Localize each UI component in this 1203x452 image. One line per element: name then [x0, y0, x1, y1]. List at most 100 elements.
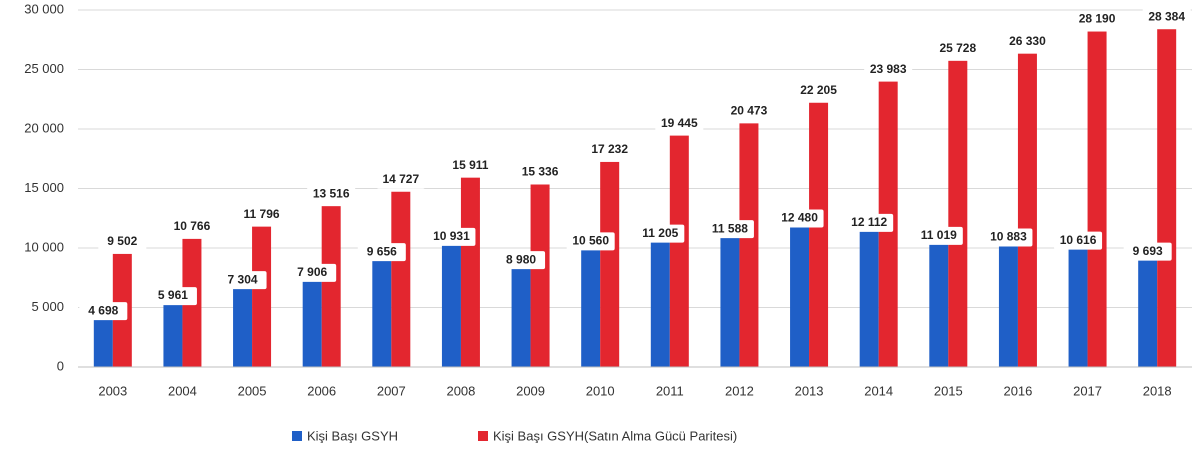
- label-bg: [984, 228, 1033, 247]
- label-bg: [79, 302, 128, 321]
- x-tick-label: 2017: [1073, 383, 1102, 398]
- value-label: 23 983: [870, 62, 907, 76]
- bar: [790, 218, 810, 367]
- label-bg: [775, 209, 824, 228]
- x-tick-label: 2011: [656, 383, 684, 398]
- label-bg: [655, 114, 704, 133]
- label-bg: [376, 170, 425, 189]
- label-bg: [357, 243, 406, 262]
- y-tick-label: 0: [57, 358, 64, 373]
- x-tick-label: 2003: [98, 383, 127, 398]
- x-tick-label: 2008: [446, 383, 475, 398]
- x-tick-label: 2018: [1143, 383, 1172, 398]
- label-bg: [497, 251, 546, 270]
- value-label: 11 588: [712, 221, 748, 235]
- bar: [859, 222, 879, 367]
- label-bg: [148, 287, 197, 306]
- bar: [669, 135, 689, 367]
- legend-swatch: [292, 431, 302, 441]
- value-label: 22 205: [800, 83, 837, 97]
- value-label: 5 961: [158, 288, 188, 302]
- bar: [163, 296, 183, 367]
- value-label: 9 502: [107, 234, 137, 248]
- value-label: 28 384: [1148, 9, 1185, 23]
- bar: [511, 260, 531, 367]
- label-bg: [724, 102, 773, 121]
- label-bg: [98, 232, 147, 251]
- y-tick-label: 30 000: [24, 1, 64, 16]
- y-tick-label: 10 000: [24, 239, 64, 254]
- bar: [233, 280, 253, 367]
- bar: [929, 235, 949, 367]
- bar: [1017, 53, 1037, 367]
- label-bg: [1123, 242, 1172, 261]
- legend-label: Kişi Başı GSYH: [307, 428, 398, 443]
- value-label: 4 698: [88, 303, 118, 317]
- label-bg: [1054, 231, 1103, 250]
- label-bg: [1142, 8, 1191, 27]
- value-label: 13 516: [313, 186, 350, 200]
- label-bg: [864, 60, 913, 79]
- label-bg: [218, 271, 267, 290]
- bar: [252, 226, 272, 367]
- x-tick-label: 2004: [168, 383, 197, 398]
- label-bg: [585, 140, 634, 159]
- label-bg: [446, 156, 495, 175]
- bar: [302, 272, 322, 367]
- label-bg: [307, 185, 356, 204]
- bar: [1068, 240, 1088, 367]
- legend-swatch: [478, 431, 488, 441]
- value-label: 11 019: [921, 228, 957, 242]
- label-bg: [794, 81, 843, 100]
- label-bg: [566, 232, 615, 251]
- x-tick-label: 2007: [377, 383, 406, 398]
- bar: [372, 252, 392, 367]
- label-bg: [237, 205, 286, 224]
- value-label: 28 190: [1079, 12, 1116, 26]
- x-tick-label: 2005: [238, 383, 267, 398]
- bar: [739, 123, 759, 367]
- legend-label: Kişi Başı GSYH(Satın Alma Gücü Paritesi): [493, 428, 737, 443]
- value-label: 7 906: [297, 265, 327, 279]
- bar: [581, 241, 601, 367]
- x-tick-label: 2014: [864, 383, 893, 398]
- x-tick-label: 2012: [725, 383, 754, 398]
- value-label: 7 304: [228, 272, 258, 286]
- value-label: 15 336: [522, 165, 559, 179]
- value-label: 10 616: [1060, 233, 1097, 247]
- label-bg: [705, 220, 754, 239]
- x-tick-label: 2016: [1003, 383, 1032, 398]
- label-bg: [167, 217, 216, 236]
- value-label: 17 232: [591, 142, 628, 156]
- value-label: 20 473: [731, 104, 768, 118]
- bar: [321, 206, 341, 367]
- x-tick-label: 2015: [934, 383, 963, 398]
- label-bg: [933, 39, 982, 58]
- value-label: 26 330: [1009, 34, 1046, 48]
- value-label: 19 445: [661, 116, 698, 130]
- bar: [391, 191, 411, 367]
- label-bg: [427, 227, 476, 246]
- value-label: 12 480: [781, 211, 818, 225]
- label-bg: [845, 213, 894, 232]
- bar: [441, 236, 461, 367]
- value-label: 25 728: [939, 41, 976, 55]
- value-label: 11 205: [642, 226, 678, 240]
- y-tick-label: 25 000: [24, 61, 64, 76]
- bar: [460, 177, 480, 367]
- bar: [650, 233, 670, 367]
- label-bg: [914, 226, 963, 245]
- x-tick-label: 2013: [795, 383, 824, 398]
- y-tick-label: 5 000: [31, 299, 64, 314]
- x-tick-label: 2006: [307, 383, 336, 398]
- x-tick-label: 2009: [516, 383, 545, 398]
- value-label: 14 727: [382, 172, 419, 186]
- label-bg: [1003, 32, 1052, 51]
- bar: [998, 237, 1018, 367]
- bar: [1138, 251, 1158, 367]
- label-bg: [288, 263, 337, 282]
- value-label: 10 931: [433, 229, 470, 243]
- bar: [809, 102, 829, 367]
- value-label: 10 883: [990, 230, 1027, 244]
